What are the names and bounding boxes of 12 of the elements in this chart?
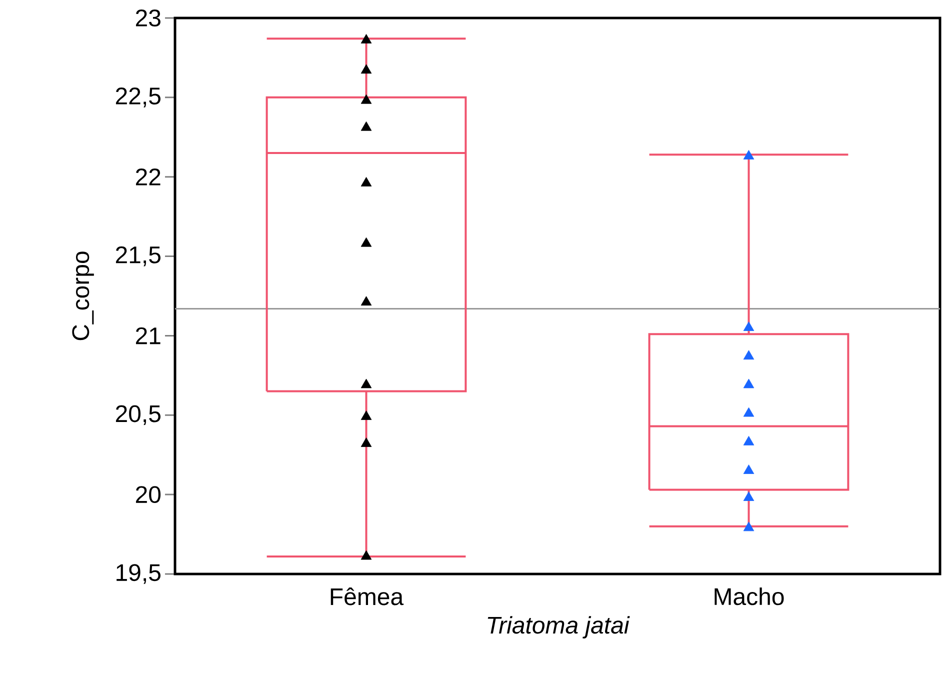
y-tick-label: 22 — [136, 168, 160, 186]
x-tick-label: Macho — [714, 588, 784, 606]
y-tick-label: 23 — [136, 10, 160, 26]
y-tick-label: 19,5 — [116, 564, 160, 584]
y-tick-label: 21,5 — [116, 246, 160, 266]
y-tick-label: 21 — [136, 327, 160, 344]
y-tick-label: 20,5 — [116, 405, 160, 426]
x-tick-label: Fêmea — [330, 588, 404, 606]
y-tick-label: 20 — [136, 486, 161, 504]
y-axis-title: C_corpo — [72, 252, 94, 340]
x-axis-title: Triatoma jatai — [488, 616, 630, 638]
y-tick-label: 22,5 — [116, 88, 160, 108]
